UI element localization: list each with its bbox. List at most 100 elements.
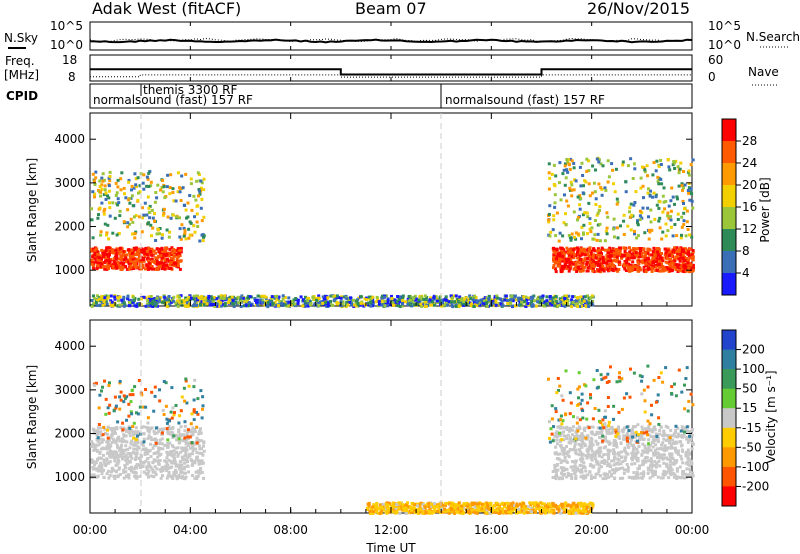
power-cell: [649, 208, 653, 212]
power-cell: [359, 295, 363, 299]
power-cell: [92, 302, 96, 305]
velocity-cell: [193, 476, 197, 480]
power-cell: [552, 257, 556, 261]
power-cell: [636, 221, 639, 225]
power-cell: [576, 195, 580, 199]
power-cell: [105, 302, 109, 306]
power-cell: [199, 186, 203, 190]
velocity-cell: [654, 443, 658, 447]
power-cell: [273, 301, 277, 305]
power-cell: [120, 298, 124, 302]
power-cell: [156, 267, 160, 271]
power-cell: [132, 215, 136, 219]
power-cell: [164, 247, 168, 250]
power-cell: [482, 302, 486, 306]
power-cell: [104, 249, 108, 253]
velocity-cell: [562, 459, 566, 463]
power-cell: [677, 263, 681, 267]
velocity-cell: [194, 447, 198, 451]
power-cell: [146, 257, 149, 261]
power-cell: [104, 259, 107, 263]
power-cell: [618, 246, 622, 250]
velocity-cell: [147, 449, 151, 453]
power-cell: [107, 294, 110, 298]
velocity-cell: [612, 468, 616, 472]
power-cell: [354, 302, 358, 306]
power-cell: [576, 248, 580, 252]
nsky-tick-bottom: 10^0: [50, 38, 83, 52]
velocity-cell: [106, 439, 110, 443]
power-cell: [144, 304, 148, 308]
power-cell: [120, 247, 124, 251]
velocity-cell: [574, 448, 578, 452]
power-cell: [103, 184, 107, 188]
power-cell: [669, 215, 673, 219]
velocity-cell: [623, 446, 627, 450]
power-cell: [646, 261, 650, 265]
velocity-cell: [674, 449, 677, 452]
velocity-cell: [158, 441, 162, 445]
power-cell: [221, 295, 225, 298]
power-cell: [113, 216, 117, 220]
power-cell: [105, 231, 109, 235]
velocity-cell: [690, 447, 694, 451]
velocity-cell: [565, 450, 569, 454]
power-cell: [564, 212, 567, 216]
power-cell: [625, 259, 629, 263]
power-cell: [422, 298, 426, 301]
power-cell: [554, 296, 557, 300]
velocity-cell: [158, 453, 162, 457]
power-cell: [554, 295, 558, 298]
velocity-cell: [93, 446, 97, 450]
power-cell: [643, 251, 647, 255]
power-cell: [239, 299, 243, 303]
velocity-cell: [684, 452, 688, 456]
power-cell: [464, 302, 468, 306]
power-cell: [156, 256, 160, 260]
velocity-cell: [637, 445, 641, 449]
velocity-cell: [175, 438, 179, 442]
velocity-cell: [140, 426, 144, 430]
power-cell: [530, 295, 534, 299]
velocity-cell: [133, 432, 137, 435]
power-cell: [108, 214, 112, 218]
power-cell: [392, 303, 395, 307]
velocity-cell: [191, 460, 195, 464]
power-cell: [281, 294, 285, 298]
velocity-cell: [640, 463, 644, 467]
velocity-cell: [650, 468, 654, 472]
velocity-cell: [555, 473, 558, 477]
power-cell: [98, 303, 102, 307]
velocity-cell: [605, 452, 609, 456]
power-cell: [163, 296, 167, 300]
power-cell: [580, 237, 583, 241]
power-cell: [451, 305, 455, 309]
velocity-cell: [111, 467, 115, 471]
velocity-cell: [573, 464, 577, 468]
velocity-cell: [99, 456, 103, 460]
power-cell: [256, 303, 259, 306]
velocity-marks: [90, 364, 695, 515]
velocity-cell: [555, 442, 559, 446]
power-cell: [90, 262, 94, 266]
power-cell: [388, 303, 392, 307]
velocity-cell: [577, 453, 581, 457]
power-cell: [395, 300, 399, 304]
velocity-cell: [674, 430, 677, 434]
velocity-cell: [102, 458, 106, 462]
velocity-cell: [166, 432, 170, 435]
power-cell: [107, 176, 111, 180]
velocity-cell: [644, 449, 648, 453]
power-cell: [590, 257, 594, 261]
velocity-cell: [634, 454, 638, 457]
power-cell: [92, 179, 96, 183]
power-cell: [552, 163, 556, 167]
power-cell: [598, 250, 601, 254]
power-cell: [682, 170, 685, 173]
power-cell: [138, 303, 141, 306]
power-cell: [129, 217, 133, 221]
velocity-cell: [604, 476, 608, 480]
velocity-cell: [658, 456, 662, 460]
velocity-cell: [191, 431, 195, 434]
velocity-cell: [134, 456, 138, 460]
